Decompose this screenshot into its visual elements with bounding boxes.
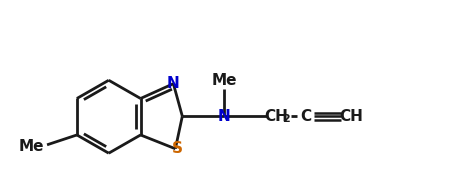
Text: 2: 2 (282, 114, 289, 124)
Text: Me: Me (18, 139, 44, 154)
Text: N: N (167, 76, 180, 91)
Text: Me: Me (211, 73, 237, 88)
Text: S: S (172, 141, 183, 156)
Text: CH: CH (339, 109, 363, 124)
Text: C: C (300, 109, 311, 124)
Text: N: N (217, 109, 230, 124)
Text: CH: CH (264, 109, 288, 124)
